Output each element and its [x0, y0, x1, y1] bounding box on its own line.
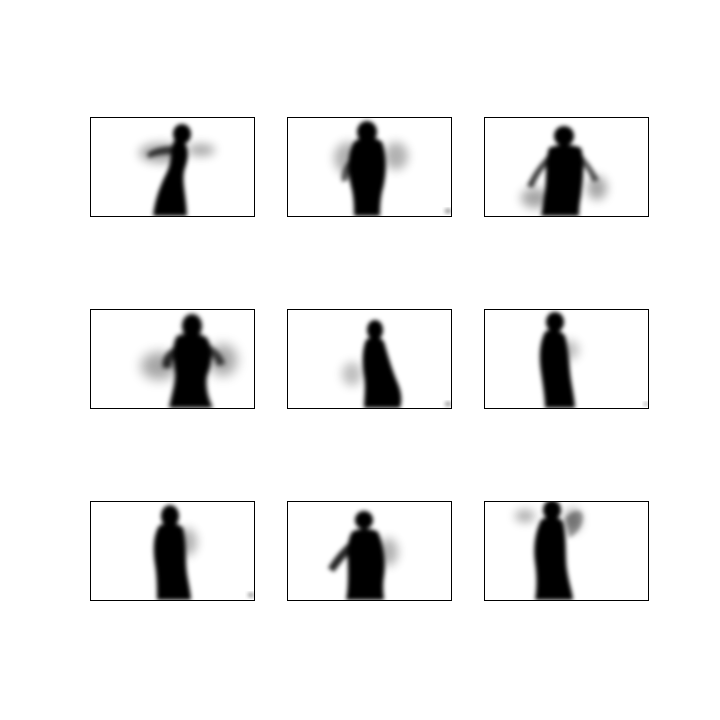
silhouette-image [521, 126, 607, 216]
silhouette-image [153, 505, 254, 600]
silhouette-panel-r3-c1 [90, 501, 255, 601]
silhouette-image [539, 312, 648, 408]
silhouette-image [141, 314, 237, 408]
silhouette-image [515, 502, 583, 600]
silhouette-panel-r1-c1 [90, 117, 255, 217]
silhouette-panel-r3-c3 [484, 501, 649, 601]
silhouette-image [139, 124, 215, 216]
silhouette-image [328, 511, 398, 600]
silhouette-image [342, 320, 451, 408]
silhouette-panel-r2-c2 [287, 309, 452, 409]
silhouette-panel-r1-c3 [484, 117, 649, 217]
silhouette-image [334, 121, 451, 216]
silhouette-panel-r2-c3 [484, 309, 649, 409]
silhouette-panel-r2-c1 [90, 309, 255, 409]
silhouette-panel-r3-c2 [287, 501, 452, 601]
silhouette-panel-r1-c2 [287, 117, 452, 217]
